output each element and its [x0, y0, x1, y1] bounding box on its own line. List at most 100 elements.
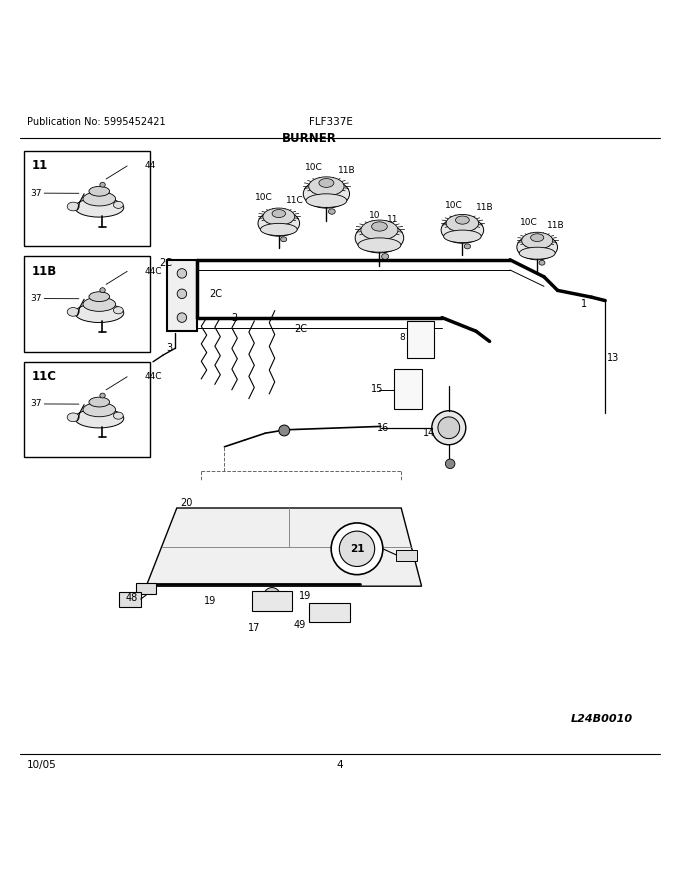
- Polygon shape: [146, 508, 422, 586]
- Text: 49: 49: [294, 620, 306, 630]
- Ellipse shape: [89, 292, 109, 302]
- Text: 17: 17: [248, 623, 260, 634]
- Text: 11: 11: [32, 159, 48, 172]
- Text: 10C: 10C: [445, 201, 463, 210]
- Text: 11B: 11B: [338, 166, 356, 175]
- Text: FLF337E: FLF337E: [309, 117, 354, 128]
- Ellipse shape: [260, 224, 297, 236]
- Text: Publication No: 5995452421: Publication No: 5995452421: [27, 117, 166, 128]
- Text: 19: 19: [204, 596, 216, 606]
- Ellipse shape: [83, 402, 116, 417]
- Ellipse shape: [100, 182, 105, 187]
- Ellipse shape: [67, 202, 79, 211]
- Text: 10: 10: [369, 211, 380, 220]
- Bar: [396, 550, 417, 561]
- Bar: [24, 362, 150, 457]
- Circle shape: [438, 417, 460, 438]
- Circle shape: [432, 411, 466, 444]
- Text: 44: 44: [144, 161, 156, 171]
- Ellipse shape: [328, 209, 335, 214]
- Ellipse shape: [67, 413, 79, 422]
- Text: 19: 19: [299, 591, 311, 601]
- Text: 1: 1: [581, 299, 588, 309]
- Ellipse shape: [100, 393, 105, 398]
- Ellipse shape: [281, 237, 287, 242]
- Text: 48: 48: [126, 593, 138, 603]
- Text: 10C: 10C: [255, 194, 273, 202]
- Circle shape: [177, 268, 186, 278]
- Text: 13: 13: [607, 354, 619, 363]
- Ellipse shape: [67, 307, 79, 316]
- Text: 10/05: 10/05: [27, 760, 57, 770]
- Ellipse shape: [456, 216, 469, 224]
- Ellipse shape: [530, 234, 544, 241]
- Ellipse shape: [114, 412, 123, 419]
- Text: 2: 2: [231, 312, 237, 323]
- Text: 15: 15: [371, 384, 383, 394]
- Bar: [252, 591, 292, 612]
- Ellipse shape: [446, 215, 479, 232]
- Ellipse shape: [539, 260, 545, 265]
- Text: 11B: 11B: [32, 265, 57, 277]
- Circle shape: [445, 459, 455, 468]
- Text: 11: 11: [387, 216, 398, 224]
- Text: 4: 4: [337, 760, 343, 770]
- Text: 16: 16: [377, 422, 390, 433]
- Ellipse shape: [89, 397, 109, 407]
- Text: 8: 8: [400, 334, 405, 342]
- Text: 14: 14: [423, 429, 435, 438]
- Text: 44C: 44C: [144, 267, 162, 275]
- Bar: [407, 321, 434, 358]
- Ellipse shape: [75, 198, 124, 217]
- Bar: [119, 591, 141, 606]
- Ellipse shape: [83, 297, 116, 312]
- Text: 2C: 2C: [209, 289, 222, 299]
- Ellipse shape: [441, 217, 483, 243]
- Ellipse shape: [464, 244, 471, 249]
- Ellipse shape: [520, 247, 555, 260]
- Ellipse shape: [371, 222, 388, 231]
- Text: 20: 20: [180, 498, 192, 509]
- Ellipse shape: [89, 187, 109, 196]
- Ellipse shape: [83, 192, 116, 206]
- Text: 11C: 11C: [32, 370, 57, 383]
- Circle shape: [264, 588, 280, 604]
- Ellipse shape: [258, 210, 300, 236]
- Ellipse shape: [263, 208, 294, 225]
- Ellipse shape: [272, 209, 286, 217]
- Ellipse shape: [309, 177, 344, 196]
- Bar: [167, 260, 197, 331]
- Ellipse shape: [381, 253, 389, 260]
- Ellipse shape: [358, 238, 401, 253]
- Text: BURNER: BURNER: [282, 132, 337, 145]
- Ellipse shape: [361, 220, 398, 240]
- Ellipse shape: [522, 232, 553, 249]
- Bar: [24, 256, 150, 352]
- Text: 10C: 10C: [520, 218, 538, 227]
- Circle shape: [279, 425, 290, 436]
- Circle shape: [177, 312, 186, 322]
- Text: 37: 37: [31, 400, 42, 408]
- Text: 11B: 11B: [476, 203, 494, 212]
- Text: 44C: 44C: [144, 372, 162, 381]
- Text: 11B: 11B: [547, 221, 565, 230]
- Circle shape: [339, 532, 375, 567]
- Ellipse shape: [517, 235, 558, 260]
- Ellipse shape: [100, 288, 105, 292]
- Bar: [394, 369, 422, 409]
- Circle shape: [177, 289, 186, 298]
- Text: 10C: 10C: [305, 164, 322, 172]
- Ellipse shape: [443, 230, 481, 243]
- Text: 3: 3: [167, 343, 173, 353]
- Text: 2C: 2C: [294, 324, 307, 334]
- Text: L24B0010: L24B0010: [571, 714, 632, 723]
- Bar: [136, 583, 156, 594]
- Text: 11C: 11C: [286, 196, 303, 205]
- Ellipse shape: [114, 307, 123, 314]
- Text: 21: 21: [350, 544, 364, 554]
- Text: 37: 37: [31, 188, 42, 198]
- Ellipse shape: [114, 202, 123, 209]
- Ellipse shape: [75, 409, 124, 428]
- Ellipse shape: [75, 304, 124, 322]
- Circle shape: [331, 523, 383, 575]
